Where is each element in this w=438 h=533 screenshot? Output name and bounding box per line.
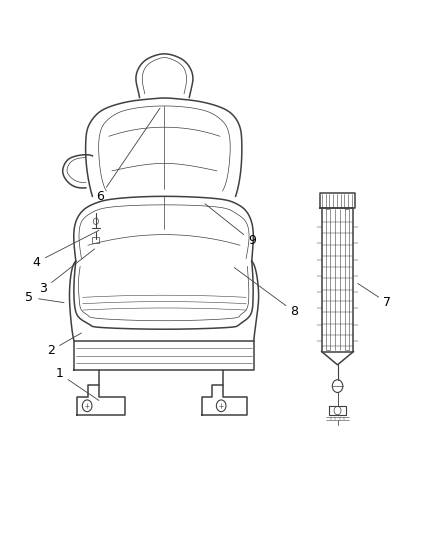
Text: 4: 4: [32, 256, 40, 269]
Text: 3: 3: [39, 282, 47, 295]
Bar: [92, 237, 99, 243]
Text: 9: 9: [248, 235, 256, 247]
Text: 6: 6: [96, 190, 104, 203]
Text: 1: 1: [56, 367, 64, 381]
Text: 2: 2: [47, 344, 55, 357]
Text: 7: 7: [383, 296, 391, 309]
Text: 8: 8: [290, 305, 298, 318]
Text: 5: 5: [25, 291, 33, 304]
